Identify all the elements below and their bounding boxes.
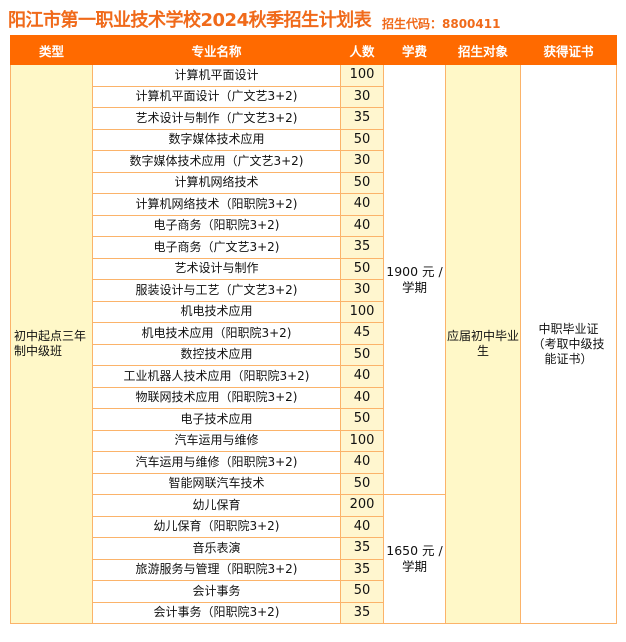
- major-name: 会计事务（阳职院3+2): [92, 601, 341, 624]
- major-name: 音乐表演: [92, 537, 341, 560]
- major-count: 40: [340, 515, 384, 538]
- table-row: 艺术设计与制作（广文艺3+2) 35: [11, 107, 617, 130]
- major-count: 35: [340, 537, 384, 560]
- major-count: 50: [340, 343, 384, 366]
- major-name: 物联网技术应用（阳职院3+2): [92, 386, 341, 409]
- major-count: 45: [340, 322, 384, 345]
- major-name: 计算机平面设计（广文艺3+2): [92, 85, 341, 108]
- table-row: 汽车运用与维修（阳职院3+2) 40: [11, 451, 617, 474]
- major-name: 机电技术应用: [92, 300, 341, 323]
- major-count: 100: [340, 64, 384, 87]
- table-row: 物联网技术应用（阳职院3+2) 40: [11, 386, 617, 409]
- major-name: 艺术设计与制作: [92, 257, 341, 280]
- table-row: 数字媒体技术应用（广文艺3+2) 30: [11, 150, 617, 173]
- header-fee: 学费: [383, 35, 446, 65]
- major-count: 40: [340, 365, 384, 388]
- major-name: 电子商务（广文艺3+2): [92, 236, 341, 259]
- table-row: 服装设计与工艺（广文艺3+2) 30: [11, 279, 617, 302]
- major-count: 100: [340, 300, 384, 323]
- fee-cell: 1650 元 / 学期: [383, 494, 446, 624]
- major-name: 幼儿保育（阳职院3+2): [92, 515, 341, 538]
- header-target: 招生对象: [445, 35, 521, 65]
- major-count: 50: [340, 580, 384, 603]
- header-count: 人数: [340, 35, 384, 65]
- major-name: 计算机网络技术（阳职院3+2): [92, 193, 341, 216]
- major-count: 35: [340, 107, 384, 130]
- major-count: 30: [340, 279, 384, 302]
- major-count: 200: [340, 494, 384, 517]
- major-name: 数字媒体技术应用: [92, 128, 341, 151]
- type-cell: 初中起点三年制中级班: [10, 64, 93, 624]
- major-count: 50: [340, 128, 384, 151]
- table-row: 机电技术应用（阳职院3+2) 45: [11, 322, 617, 345]
- target-cell: 应届初中毕业生: [445, 64, 521, 624]
- major-count: 40: [340, 386, 384, 409]
- major-count: 30: [340, 85, 384, 108]
- table-row: 电子商务（阳职院3+2) 40: [11, 214, 617, 237]
- major-name: 旅游服务与管理（阳职院3+2): [92, 558, 341, 581]
- table-row: 计算机网络技术（阳职院3+2) 40: [11, 193, 617, 216]
- major-count: 50: [340, 472, 384, 495]
- table-row: 初中起点三年制中级班 计算机平面设计 100 1900 元 / 学期 应届初中毕业生 中职…: [10, 64, 617, 624]
- table-row: 工业机器人技术应用（阳职院3+2) 40: [11, 365, 617, 388]
- page-title: 阳江市第一职业技术学校2024秋季招生计划表: [8, 10, 372, 31]
- major-count: 35: [340, 601, 384, 624]
- major-name: 机电技术应用（阳职院3+2): [92, 322, 341, 345]
- fee-cell: 1900 元 / 学期: [383, 64, 446, 495]
- enroll-code: 招生代码：8800411: [382, 17, 501, 31]
- header-type: 类型: [10, 35, 93, 65]
- table-row: 会计事务（阳职院3+2) 35: [11, 601, 617, 624]
- major-name: 工业机器人技术应用（阳职院3+2): [92, 365, 341, 388]
- table-row: 电子技术应用 50: [11, 408, 617, 431]
- major-count: 40: [340, 451, 384, 474]
- major-count: 30: [340, 150, 384, 173]
- major-name: 计算机平面设计: [92, 64, 341, 87]
- major-count: 50: [340, 408, 384, 431]
- major-count: 40: [340, 193, 384, 216]
- major-name: 幼儿保育: [92, 494, 341, 517]
- header-row: 类型 专业名称 人数 学费 招生对象 获得证书: [10, 35, 617, 65]
- major-name: 会计事务: [92, 580, 341, 603]
- major-name: 计算机网络技术: [92, 171, 341, 194]
- table-row: 计算机平面设计（广文艺3+2) 30: [11, 85, 617, 108]
- major-name: 汽车运用与维修（阳职院3+2): [92, 451, 341, 474]
- major-count: 100: [340, 429, 384, 452]
- table-row: 会计事务 50: [11, 580, 617, 603]
- major-name: 汽车运用与维修: [92, 429, 341, 452]
- header-certificate: 获得证书: [520, 35, 617, 65]
- certificate-cell: 中职毕业证（考取中级技能证书）: [520, 64, 617, 624]
- major-name: 服装设计与工艺（广文艺3+2): [92, 279, 341, 302]
- major-count: 50: [340, 171, 384, 194]
- major-name: 电子技术应用: [92, 408, 341, 431]
- table-row: 幼儿保育 200 1650 元 / 学期: [11, 494, 617, 624]
- major-count: 50: [340, 257, 384, 280]
- header-name: 专业名称: [92, 35, 341, 65]
- major-name: 智能网联汽车技术: [92, 472, 341, 495]
- major-name: 数控技术应用: [92, 343, 341, 366]
- enrollment-table: 类型 专业名称 人数 学费 招生对象 获得证书 初中起点三年制中级班 计算机平面设…: [10, 35, 617, 624]
- major-name: 电子商务（阳职院3+2): [92, 214, 341, 237]
- table-row: 汽车运用与维修 100: [11, 429, 617, 452]
- major-name: 数字媒体技术应用（广文艺3+2): [92, 150, 341, 173]
- major-count: 35: [340, 236, 384, 259]
- major-count: 35: [340, 558, 384, 581]
- major-name: 艺术设计与制作（广文艺3+2): [92, 107, 341, 130]
- major-count: 40: [340, 214, 384, 237]
